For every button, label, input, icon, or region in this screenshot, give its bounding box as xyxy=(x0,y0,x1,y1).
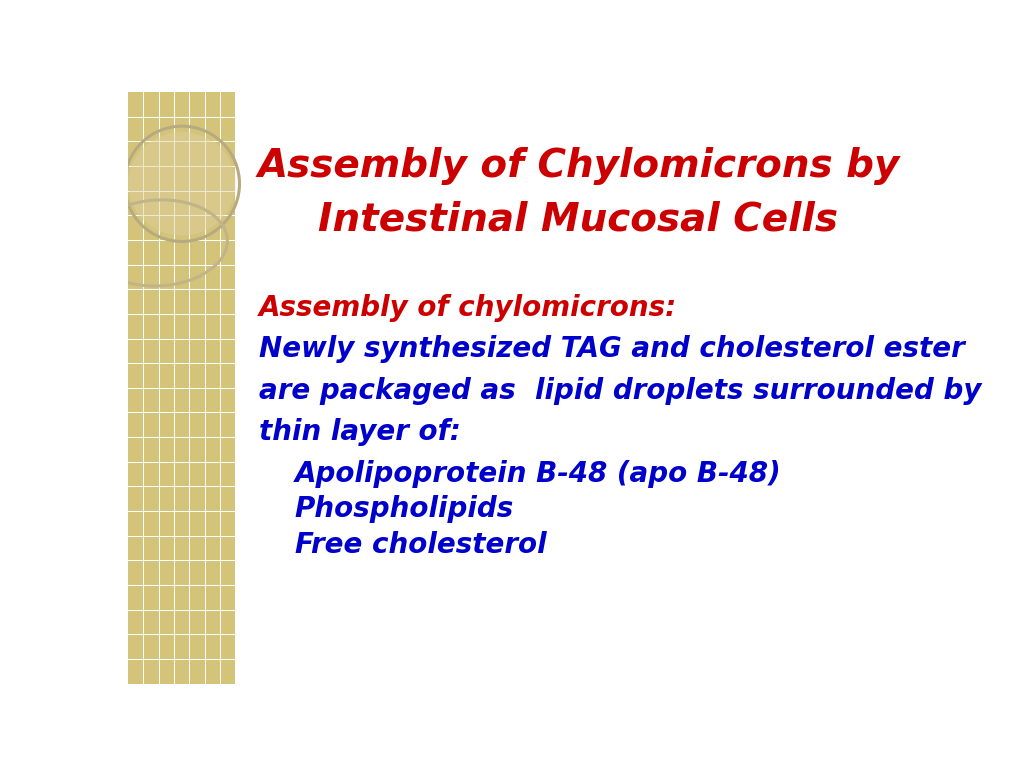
Text: Newly synthesized TAG and cholesterol ester: Newly synthesized TAG and cholesterol es… xyxy=(259,336,965,363)
Text: Assembly of chylomicrons:: Assembly of chylomicrons: xyxy=(259,294,677,322)
Text: Free cholesterol: Free cholesterol xyxy=(295,531,546,558)
Ellipse shape xyxy=(128,132,236,236)
Text: are packaged as  lipid droplets surrounded by: are packaged as lipid droplets surrounde… xyxy=(259,377,981,405)
Text: Apolipoprotein B-48 (apo B-48): Apolipoprotein B-48 (apo B-48) xyxy=(295,459,781,488)
FancyBboxPatch shape xyxy=(128,92,236,684)
Text: Intestinal Mucosal Cells: Intestinal Mucosal Cells xyxy=(318,200,839,238)
Text: Assembly of Chylomicrons by: Assembly of Chylomicrons by xyxy=(257,147,899,185)
Text: Phospholipids: Phospholipids xyxy=(295,495,514,523)
Text: thin layer of:: thin layer of: xyxy=(259,419,461,446)
